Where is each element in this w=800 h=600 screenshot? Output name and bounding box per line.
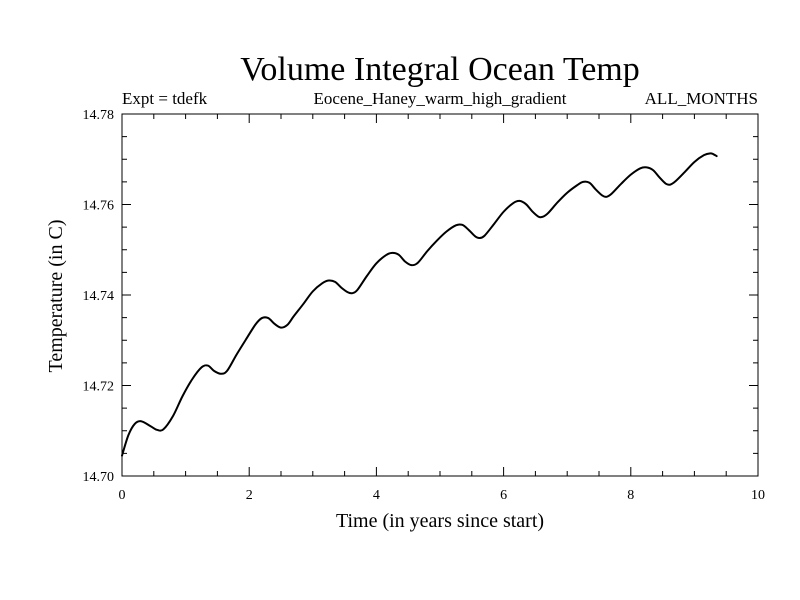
y-tick-label: 14.76 — [83, 199, 115, 214]
chart-title: Volume Integral Ocean Temp — [240, 51, 640, 88]
x-tick-label: 4 — [373, 488, 380, 503]
y-tick-label: 14.70 — [83, 470, 115, 485]
experiment-label: Expt = tdefk — [122, 89, 208, 108]
x-tick-label: 0 — [119, 488, 126, 503]
x-axis-label: Time (in years since start) — [336, 510, 544, 532]
y-axis-label: Temperature (in C) — [45, 220, 67, 373]
y-tick-labels: 14.70 14.72 14.74 14.76 14.78 — [83, 108, 115, 485]
y-tick-label: 14.78 — [83, 108, 115, 123]
x-tick-label: 2 — [246, 488, 253, 503]
y-tick-label: 14.74 — [83, 289, 115, 304]
axis-ticks — [121, 113, 759, 477]
x-tick-labels: 0 2 4 6 8 10 — [119, 488, 766, 503]
plot-frame — [121, 113, 759, 477]
x-tick-label: 6 — [500, 488, 507, 503]
months-label: ALL_MONTHS — [645, 89, 758, 108]
x-tick-label: 8 — [627, 488, 634, 503]
run-name-label: Eocene_Haney_warm_high_gradient — [313, 89, 566, 108]
x-tick-label: 10 — [751, 488, 765, 503]
series-line — [121, 152, 718, 457]
y-tick-label: 14.72 — [83, 380, 115, 395]
